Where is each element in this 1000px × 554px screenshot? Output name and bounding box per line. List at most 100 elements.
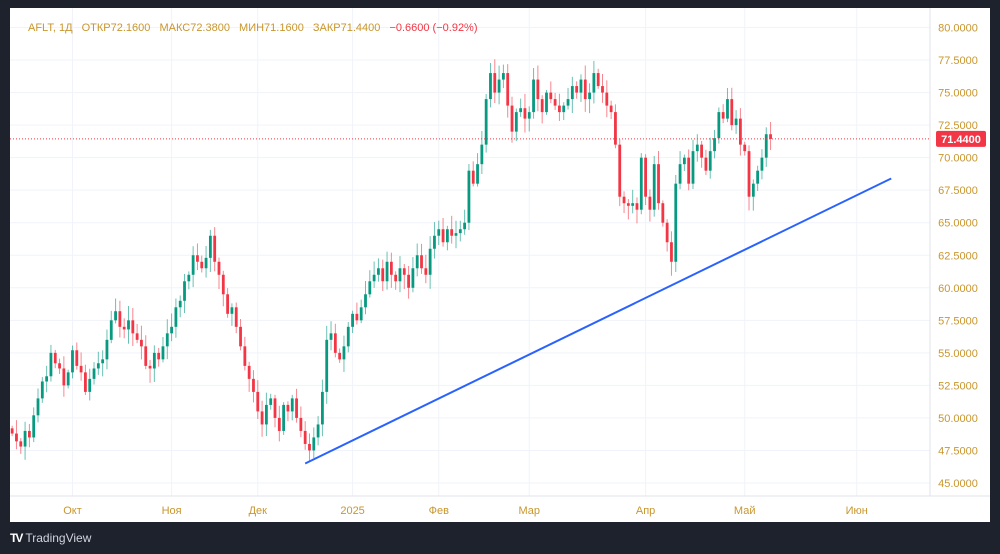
candle-down[interactable] — [540, 95, 544, 124]
candle-down[interactable] — [15, 420, 18, 450]
candle-down[interactable] — [635, 197, 639, 224]
candle-up[interactable] — [545, 89, 548, 115]
candle-down[interactable] — [536, 65, 540, 112]
candle-down[interactable] — [299, 406, 303, 438]
candle-down[interactable] — [644, 154, 647, 206]
candle-down[interactable] — [558, 93, 561, 121]
candle-up[interactable] — [114, 298, 117, 324]
candle-down[interactable] — [407, 265, 410, 299]
candle-up[interactable] — [282, 402, 286, 435]
candle-up[interactable] — [170, 313, 173, 342]
candle-up[interactable] — [570, 76, 574, 114]
candle-up[interactable] — [592, 60, 596, 104]
candle-down[interactable] — [131, 307, 135, 347]
candle-down[interactable] — [730, 87, 734, 131]
candle-down[interactable] — [471, 161, 475, 187]
candle-up[interactable] — [290, 394, 294, 421]
candle-up[interactable] — [445, 225, 449, 251]
candle-down[interactable] — [27, 423, 31, 448]
candle-up[interactable] — [208, 229, 212, 272]
candle-down[interactable] — [213, 227, 217, 272]
candle-down[interactable] — [450, 215, 454, 244]
candle-up[interactable] — [230, 303, 234, 326]
candle-down[interactable] — [135, 323, 139, 344]
candle-up[interactable] — [639, 153, 643, 215]
candle-up[interactable] — [96, 351, 100, 375]
candle-up[interactable] — [264, 392, 268, 437]
candle-down[interactable] — [670, 231, 673, 276]
candle-down[interactable] — [575, 81, 579, 99]
candle-down[interactable] — [62, 356, 66, 397]
candle-down[interactable] — [273, 394, 277, 428]
candle-down[interactable] — [140, 325, 143, 360]
trendline[interactable] — [304, 177, 892, 465]
candle-up[interactable] — [398, 256, 402, 293]
candle-up[interactable] — [178, 295, 182, 318]
candle-up[interactable] — [682, 154, 686, 171]
candle-up[interactable] — [519, 98, 523, 117]
candle-up[interactable] — [428, 236, 432, 289]
candle-down[interactable] — [601, 74, 604, 103]
candle-down[interactable] — [700, 140, 704, 168]
candle-up[interactable] — [458, 220, 462, 242]
candle-up[interactable] — [36, 388, 40, 423]
candle-up[interactable] — [385, 251, 389, 290]
candle-up[interactable] — [411, 257, 415, 293]
candle-up[interactable] — [49, 344, 53, 382]
candle-down[interactable] — [286, 401, 290, 422]
candle-down[interactable] — [614, 104, 617, 149]
candle-down[interactable] — [355, 302, 359, 325]
candle-down[interactable] — [226, 288, 230, 318]
candle-up[interactable] — [351, 310, 354, 334]
candle-down[interactable] — [605, 80, 609, 118]
candle-down[interactable] — [506, 64, 510, 118]
candle-up[interactable] — [566, 87, 570, 110]
candle-down[interactable] — [53, 349, 57, 369]
candle-up[interactable] — [489, 62, 492, 108]
candle-up[interactable] — [691, 139, 695, 190]
candle-down[interactable] — [389, 252, 393, 288]
candle-up[interactable] — [346, 322, 350, 353]
price-axis[interactable]: 45.0000 47.5000 50.0000 52.5000 55.0000 57.50… — [938, 23, 978, 490]
candle-up[interactable] — [359, 299, 363, 324]
candle-down[interactable] — [618, 139, 622, 207]
candle-up[interactable] — [588, 83, 591, 114]
candle-up[interactable] — [708, 137, 712, 179]
candle-down[interactable] — [157, 347, 161, 367]
candle-up[interactable] — [312, 427, 316, 459]
candle-up[interactable] — [734, 110, 738, 134]
candle-up[interactable] — [23, 421, 27, 460]
candle-down[interactable] — [661, 200, 665, 227]
candle-down[interactable] — [402, 264, 406, 289]
candle-up[interactable] — [372, 261, 376, 288]
legend-symbol[interactable]: AFLT, 1Д — [28, 22, 73, 34]
candle-up[interactable] — [152, 345, 156, 382]
candle-up[interactable] — [269, 393, 273, 410]
candle-up[interactable] — [726, 87, 729, 123]
candle-down[interactable] — [84, 364, 87, 395]
time-axis[interactable]: Окт Ноя Дек 2025 Фев Мар Апр Май Июн — [63, 505, 868, 517]
candle-down[interactable] — [75, 342, 79, 370]
candle-up[interactable] — [105, 329, 109, 370]
candle-down[interactable] — [10, 425, 14, 437]
candle-up[interactable] — [88, 368, 92, 401]
candle-down[interactable] — [381, 259, 385, 291]
candle-up[interactable] — [364, 281, 367, 315]
candle-down[interactable] — [200, 255, 204, 273]
candle-up[interactable] — [527, 106, 531, 132]
candle-up[interactable] — [467, 164, 471, 231]
candle-down[interactable] — [648, 189, 652, 222]
candle-up[interactable] — [329, 321, 333, 351]
candle-up[interactable] — [764, 127, 768, 167]
candle-down[interactable] — [221, 270, 225, 307]
candle-down[interactable] — [424, 254, 428, 284]
candle-down[interactable] — [622, 191, 626, 213]
candle-down[interactable] — [333, 323, 337, 358]
candle-down[interactable] — [19, 438, 23, 454]
candle-down[interactable] — [148, 359, 152, 383]
candle-down[interactable] — [277, 405, 281, 442]
candle-up[interactable] — [652, 155, 656, 217]
candle-down[interactable] — [657, 150, 660, 210]
candle-down[interactable] — [626, 199, 630, 220]
candle-down[interactable] — [721, 104, 725, 124]
